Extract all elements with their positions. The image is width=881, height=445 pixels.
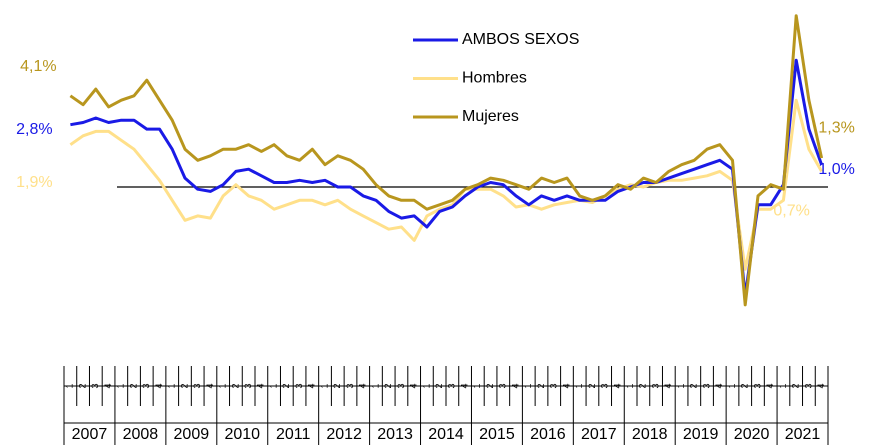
x-tick-label: 3	[243, 383, 253, 388]
x-tick-label: 2	[791, 383, 801, 388]
x-tick-label: 2	[179, 383, 189, 388]
value-label: 1,3%	[818, 119, 854, 136]
year-label: 2019	[683, 426, 719, 443]
x-tick-label: 1	[268, 383, 278, 388]
year-label: 2008	[123, 426, 159, 443]
year-label: 2007	[72, 426, 108, 443]
x-tick-label: 4	[205, 383, 215, 388]
x-tick-label: 3	[600, 383, 610, 388]
series-line	[70, 58, 824, 298]
year-label: 2010	[224, 426, 260, 443]
x-tick-label: 4	[663, 383, 673, 388]
series-line	[69, 98, 823, 271]
x-tick-label: 3	[90, 383, 100, 388]
x-tick-label: 4	[459, 383, 469, 388]
value-label: 0,7%	[773, 203, 809, 220]
x-tick-label: 4	[256, 383, 266, 388]
year-label: 2011	[276, 426, 311, 443]
x-tick-label: 4	[510, 383, 520, 388]
year-label: 2021	[785, 426, 821, 443]
x-tick-label: 3	[396, 383, 406, 388]
year-label: 2015	[479, 426, 515, 443]
x-tick-label: 2	[434, 383, 444, 388]
x-tick-label: 1	[218, 383, 228, 388]
x-tick-label: 4	[816, 383, 826, 388]
x-tick-label: 3	[192, 383, 202, 388]
legend-label: Hombres	[462, 70, 527, 87]
x-tick-label: 1	[167, 383, 177, 388]
x-tick-label: 1	[727, 383, 737, 388]
x-tick-label: 1	[319, 383, 329, 388]
x-tick-label: 1	[574, 383, 584, 388]
x-tick-label: 3	[498, 383, 508, 388]
x-tick-label: 2	[485, 383, 495, 388]
x-tick-label: 3	[549, 383, 559, 388]
x-tick-label: 3	[803, 383, 813, 388]
value-label: 1,0%	[818, 161, 854, 178]
year-label: 2017	[581, 426, 617, 443]
x-tick-label: 1	[472, 383, 482, 388]
x-tick-label: 2	[230, 383, 240, 388]
x-tick-label: 2	[332, 383, 342, 388]
x-tick-label: 1	[116, 383, 126, 388]
year-label: 2020	[734, 426, 770, 443]
x-tick-label: 2	[689, 383, 699, 388]
year-label: 2013	[377, 426, 413, 443]
value-label: 1,9%	[16, 174, 52, 191]
x-tick-label: 3	[447, 383, 457, 388]
x-tick-label: 2	[587, 383, 597, 388]
year-label: 2009	[174, 426, 210, 443]
year-label: 2016	[530, 426, 566, 443]
value-label: 2,8%	[16, 121, 52, 138]
x-tick-label: 1	[421, 383, 431, 388]
x-tick-label: 3	[345, 383, 355, 388]
x-tick-label: 2	[281, 383, 291, 388]
x-tick-label: 3	[141, 383, 151, 388]
x-tick-label: 3	[650, 383, 660, 388]
x-tick-label: 2	[383, 383, 393, 388]
legend-label: Mujeres	[462, 108, 519, 125]
x-tick-label: 2	[740, 383, 750, 388]
series-line	[69, 14, 824, 307]
year-label: 2014	[428, 426, 464, 443]
x-tick-label: 4	[714, 383, 724, 388]
x-tick-label: 1	[370, 383, 380, 388]
x-tick-label: 4	[409, 383, 419, 388]
x-tick-label: 1	[676, 383, 686, 388]
x-tick-label: 2	[77, 383, 87, 388]
x-tick-label: 3	[701, 383, 711, 388]
x-tick-label: 4	[103, 383, 113, 388]
year-label: 2018	[632, 426, 668, 443]
x-tick-label: 1	[625, 383, 635, 388]
legend-label: AMBOS SEXOS	[462, 31, 579, 48]
x-tick-label: 1	[523, 383, 533, 388]
x-tick-label: 2	[638, 383, 648, 388]
value-label: 4,1%	[20, 58, 56, 75]
x-tick-label: 4	[154, 383, 164, 388]
x-tick-label: 2	[536, 383, 546, 388]
x-tick-label: 2	[128, 383, 138, 388]
x-tick-label: 4	[358, 383, 368, 388]
x-tick-label: 3	[752, 383, 762, 388]
year-label: 2012	[326, 426, 362, 443]
x-tick-label: 4	[612, 383, 622, 388]
x-tick-label: 3	[294, 383, 304, 388]
x-tick-label: 4	[307, 383, 317, 388]
x-tick-label: 1	[65, 383, 75, 388]
x-tick-label: 4	[765, 383, 775, 388]
x-tick-label: 1	[778, 383, 788, 388]
x-tick-label: 4	[561, 383, 571, 388]
